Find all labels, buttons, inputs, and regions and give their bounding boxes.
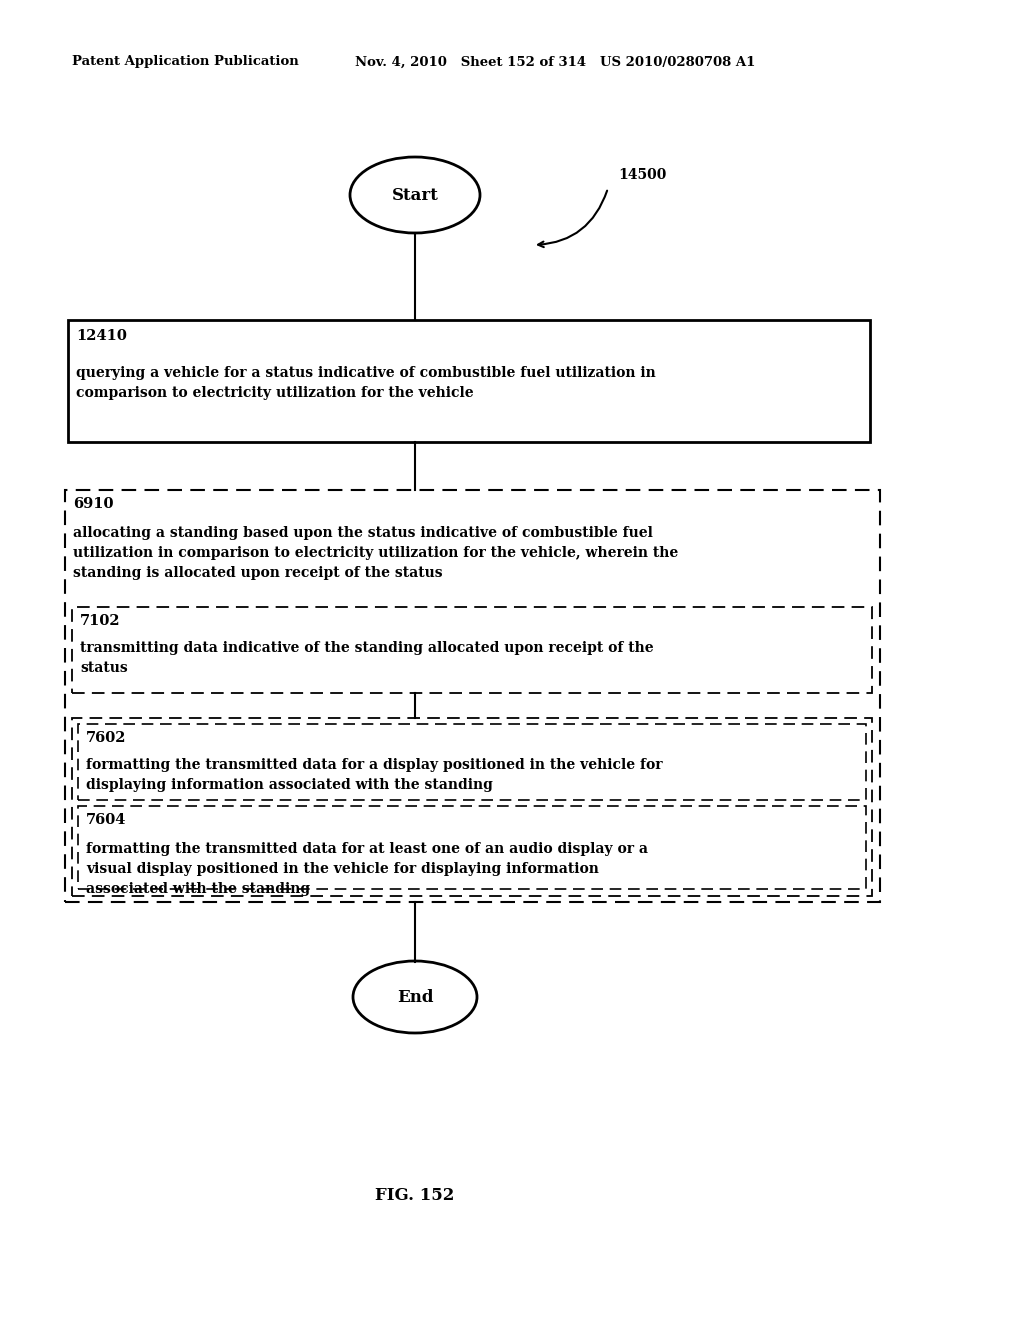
Ellipse shape xyxy=(353,961,477,1034)
Bar xyxy=(68,319,870,442)
Text: End: End xyxy=(396,989,433,1006)
Text: formatting the transmitted data for at least one of an audio display or a
visual: formatting the transmitted data for at l… xyxy=(86,842,648,896)
Text: querying a vehicle for a status indicative of combustible fuel utilization in
co: querying a vehicle for a status indicati… xyxy=(76,366,655,400)
Text: 7604: 7604 xyxy=(86,813,126,828)
Text: Start: Start xyxy=(391,186,438,203)
Bar xyxy=(78,723,866,800)
Ellipse shape xyxy=(350,157,480,234)
Text: transmitting data indicative of the standing allocated upon receipt of the
statu: transmitting data indicative of the stan… xyxy=(80,642,653,675)
Bar xyxy=(78,807,866,888)
Text: 14500: 14500 xyxy=(618,168,667,182)
Bar xyxy=(65,490,880,902)
Text: 6910: 6910 xyxy=(73,498,114,511)
Text: Patent Application Publication: Patent Application Publication xyxy=(72,55,299,69)
Text: 12410: 12410 xyxy=(76,329,127,343)
Text: allocating a standing based upon the status indicative of combustible fuel
utili: allocating a standing based upon the sta… xyxy=(73,525,678,579)
Bar xyxy=(72,607,872,693)
Bar xyxy=(72,718,872,896)
Text: formatting the transmitted data for a display positioned in the vehicle for
disp: formatting the transmitted data for a di… xyxy=(86,758,663,792)
Text: FIG. 152: FIG. 152 xyxy=(376,1187,455,1204)
Text: Nov. 4, 2010   Sheet 152 of 314   US 2010/0280708 A1: Nov. 4, 2010 Sheet 152 of 314 US 2010/02… xyxy=(355,55,756,69)
Text: 7102: 7102 xyxy=(80,614,121,628)
Text: 7602: 7602 xyxy=(86,731,127,744)
